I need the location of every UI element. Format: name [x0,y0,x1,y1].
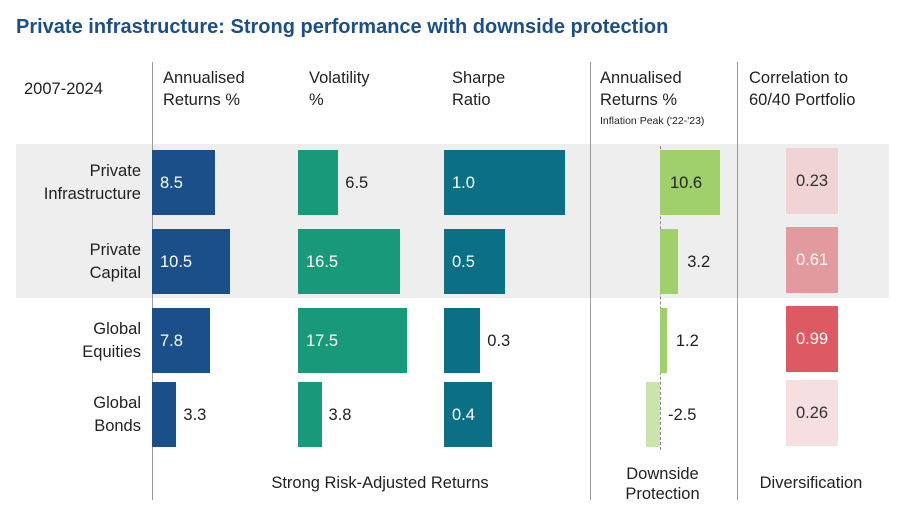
inflation-bar [645,382,660,447]
returns-value-label: 10.5 [160,252,193,271]
category-label: Private Infrastructure [43,161,141,203]
sharpe-bar [444,150,565,215]
volatility-value-label: 16.5 [306,252,339,271]
inflation-bar [660,308,667,373]
header-inflation-sub: Inflation Peak ('22-'23) [600,115,705,127]
column-divider [590,62,591,500]
inflation-value-label: 10.6 [670,173,703,192]
sharpe-value-label: 0.5 [452,252,475,271]
category-label: Global Bonds [93,393,141,435]
returns-bar [152,229,230,294]
volatility-value-label: 6.5 [345,173,369,192]
returns-value-label: 7.8 [160,331,183,350]
inflation-bar [660,150,721,215]
volatility-bar [298,308,407,373]
returns-bar [152,382,177,447]
volatility-bar [298,229,401,294]
inflation-value-label: 1.2 [675,331,699,350]
footer-risk-adjusted: Strong Risk-Adjusted Returns [271,474,489,492]
inflation-value-label: -2.5 [668,405,697,424]
header-volatility: Volatility % [309,69,370,109]
volatility-value-label: 17.5 [306,331,339,350]
returns-bar [152,150,215,215]
correlation-box: 0.26 [786,380,838,446]
sharpe-value-label: 0.4 [452,405,475,424]
correlation-box: 0.23 [786,148,838,214]
column-divider [737,62,738,500]
zero-baseline [660,146,661,450]
inflation-bar [660,229,679,294]
sharpe-value-label: 1.0 [452,173,475,192]
returns-value-label: 8.5 [160,173,183,192]
correlation-box: 0.99 [786,306,838,372]
volatility-value-label: 3.8 [328,405,352,424]
volatility-bar [298,382,322,447]
header-correlation: Correlation to 60/40 Portfolio [749,69,856,109]
header-sharpe: Sharpe Ratio [452,69,506,109]
header-returns: Annualised Returns % [163,69,245,109]
returns-bar [152,308,210,373]
sharpe-bar [444,382,493,447]
category-label: Global Equities [82,319,141,361]
correlation-box: 0.61 [786,227,838,293]
sharpe-value-label: 0.3 [487,331,511,350]
footer-downside: Downside Protection [625,465,700,503]
returns-value-label: 3.3 [183,405,207,424]
header-inflation-returns: Annualised Returns % [600,69,682,109]
volatility-bar [298,150,339,215]
chart-title: Private infrastructure: Strong performan… [16,16,669,38]
category-label: Private Capital [89,240,141,282]
footer-diversification: Diversification [759,474,863,492]
sharpe-bar [444,229,505,294]
period-label: 2007-2024 [24,80,103,98]
sharpe-bar [444,308,481,373]
inflation-value-label: 3.2 [687,252,711,271]
